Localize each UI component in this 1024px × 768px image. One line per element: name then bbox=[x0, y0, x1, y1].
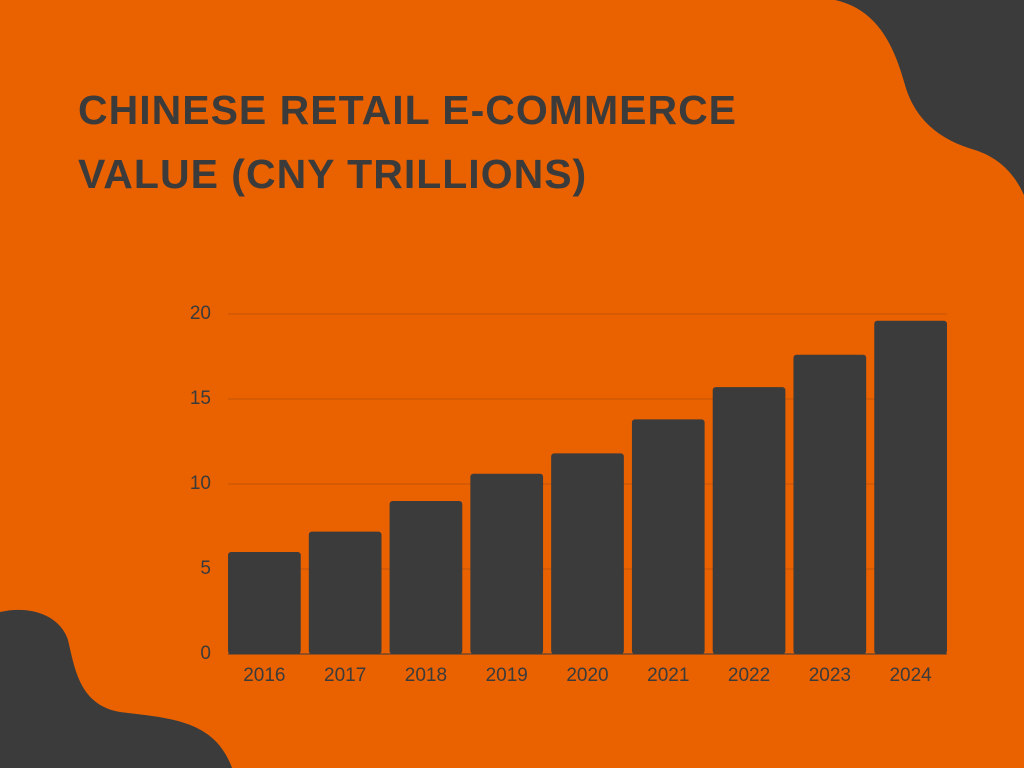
y-tick-label: 0 bbox=[200, 643, 211, 664]
x-tick-label: 2016 bbox=[243, 665, 285, 686]
x-tick-label: 2024 bbox=[889, 665, 932, 686]
y-tick-label: 10 bbox=[190, 473, 211, 494]
x-tick-label: 2018 bbox=[405, 665, 447, 686]
decor-blob bbox=[0, 609, 232, 768]
bar bbox=[551, 453, 624, 654]
x-tick-label: 2017 bbox=[324, 665, 366, 686]
bar bbox=[389, 501, 463, 654]
bar bbox=[228, 552, 301, 654]
y-tick-label: 20 bbox=[190, 303, 211, 324]
bar bbox=[470, 473, 544, 654]
x-tick-label: 2023 bbox=[809, 665, 851, 686]
decor-blob bbox=[835, 0, 1024, 195]
chart-title: CHINESE RETAIL E-COMMERCE VALUE (CNY TRI… bbox=[78, 87, 738, 197]
y-tick-label: 15 bbox=[190, 388, 211, 409]
x-tick-label: 2021 bbox=[647, 665, 689, 686]
x-tick-label: 2019 bbox=[486, 665, 528, 686]
bar bbox=[631, 419, 705, 654]
bar bbox=[793, 354, 867, 654]
x-tick-label: 2020 bbox=[566, 665, 608, 686]
bar bbox=[308, 531, 382, 654]
bar bbox=[712, 387, 786, 654]
x-tick-label: 2022 bbox=[728, 665, 770, 686]
bar bbox=[874, 320, 947, 654]
y-tick-label: 5 bbox=[200, 558, 211, 579]
